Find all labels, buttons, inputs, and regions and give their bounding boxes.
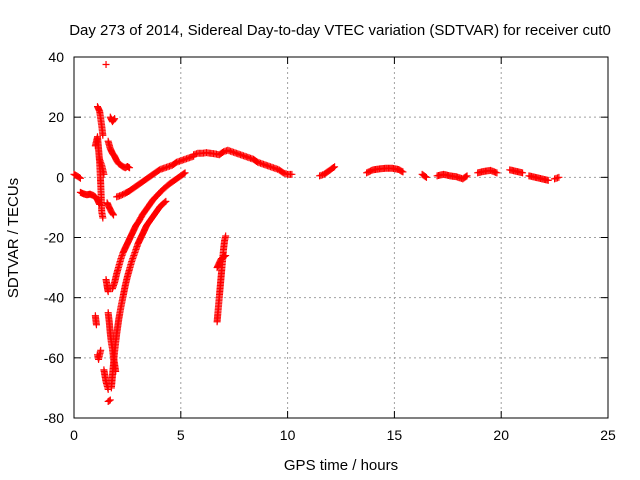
data-point-fill	[75, 173, 83, 181]
y-tick-label: -60	[44, 350, 64, 366]
data-point-fill	[99, 212, 107, 220]
data-point-fill	[109, 210, 117, 218]
data-point-fill	[110, 280, 118, 288]
data-point-fill	[543, 176, 551, 184]
data-point-fill	[102, 376, 110, 384]
data-point-fill	[111, 366, 119, 374]
data-point-fill	[112, 271, 120, 279]
data-point-fill	[397, 167, 405, 175]
data-point-fill	[221, 252, 229, 260]
data-point-fill	[110, 116, 118, 124]
data-point-fill	[119, 294, 127, 302]
data-point-fill	[517, 169, 525, 177]
data-point-fill	[221, 234, 229, 241]
data-point-fill	[104, 384, 112, 392]
chart-title: Day 273 of 2014, Sidereal Day-to-day VTE…	[69, 22, 611, 39]
data-points	[70, 61, 563, 405]
data-point-fill	[125, 267, 133, 275]
data-point-fill	[96, 348, 104, 356]
data-point-fill	[129, 253, 137, 261]
data-point-fill	[277, 167, 285, 175]
data-point-fill	[398, 167, 406, 175]
data-point-fill	[553, 174, 561, 182]
data-point-fill	[153, 167, 161, 175]
data-point-fill	[135, 217, 143, 225]
data-point-fill	[118, 191, 126, 199]
x-tick-label: 10	[280, 427, 296, 443]
y-tick-label: 20	[48, 109, 64, 125]
data-point-fill	[114, 264, 122, 272]
data-point-fill	[420, 172, 428, 180]
data-point-fill	[105, 397, 113, 405]
data-point-fill	[117, 256, 125, 264]
data-point-fill	[180, 170, 188, 178]
data-point-fill	[421, 173, 429, 181]
x-tick-label: 5	[177, 427, 185, 443]
data-point-fill	[108, 209, 116, 217]
data-point-fill	[330, 164, 338, 172]
data-point-fill	[103, 283, 111, 291]
x-axis-label: GPS time / hours	[284, 457, 398, 474]
data-point-fill	[462, 173, 470, 181]
y-tick-label: 40	[48, 49, 64, 65]
data-point-fill	[252, 157, 260, 165]
y-tick-label: -80	[44, 410, 64, 426]
y-axis-label: SDTVAR / TECUs	[5, 178, 22, 298]
data-point-fill	[286, 170, 294, 178]
data-point-fill	[124, 163, 132, 171]
data-point-fill	[217, 149, 225, 157]
data-point-fill	[170, 160, 178, 168]
y-tick-label: 0	[56, 169, 64, 185]
data-point-fill	[137, 214, 145, 222]
data-point-fill	[366, 167, 374, 175]
x-tick-label: 25	[600, 427, 616, 443]
x-tick-label: 0	[70, 427, 78, 443]
grid-lines	[74, 57, 608, 418]
data-point-fill	[121, 283, 129, 291]
x-tick-label: 20	[493, 427, 509, 443]
data-point-fill	[92, 319, 100, 327]
data-point-fill	[492, 168, 500, 176]
data-point-fill	[99, 130, 107, 138]
y-tick-label: -20	[44, 230, 64, 246]
data-point-fill	[123, 274, 131, 282]
axis-ticks: 0 5 10 15 20 25 -80 -60 -40 -20 0 20 40	[44, 49, 616, 443]
data-point-fill	[131, 247, 139, 255]
data-point	[106, 396, 114, 404]
data-point	[102, 61, 110, 69]
data-point-fill	[461, 173, 469, 181]
x-tick-label: 15	[387, 427, 403, 443]
data-point-fill	[100, 169, 108, 177]
data-point-fill	[161, 198, 169, 206]
y-tick-label: -40	[44, 290, 64, 306]
data-point-fill	[97, 160, 105, 168]
data-point-fill	[98, 164, 106, 172]
data-point-fill	[109, 117, 117, 125]
data-point-fill	[127, 259, 135, 267]
